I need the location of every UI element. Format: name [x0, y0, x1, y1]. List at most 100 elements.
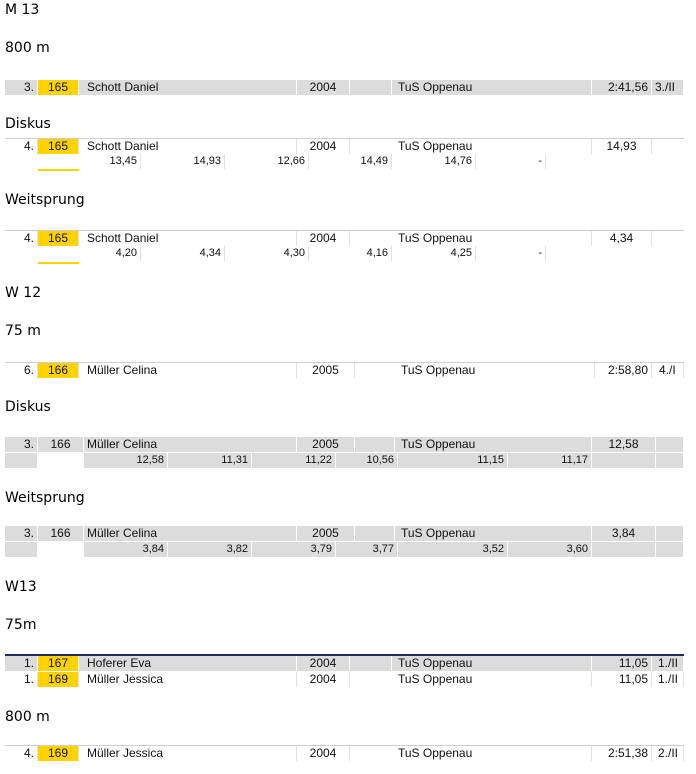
bib-number: 165	[38, 139, 79, 154]
event-heading-800m-w13: 800 m	[5, 709, 50, 725]
place: 6.	[5, 363, 38, 378]
club: TuS Oppenau	[395, 437, 592, 452]
attempt-1: 3,84	[84, 542, 168, 557]
attempt-2: 3,82	[168, 542, 252, 557]
empty-cell	[656, 526, 684, 541]
birth-year: 2004	[297, 672, 350, 687]
place: 3.	[5, 80, 38, 95]
empty-cell	[656, 453, 684, 468]
result: 11,05	[592, 672, 652, 687]
result: 14,93	[592, 139, 652, 154]
event-heading-800m: 800 m	[5, 40, 50, 56]
athlete-name: Müller Celina	[84, 363, 297, 378]
bib-number: 166	[38, 437, 84, 452]
athlete-name: Schott Daniel	[84, 231, 297, 246]
result-row: 1. 167 Hoferer Eva 2004 TuS Oppenau 11,0…	[5, 654, 684, 671]
attempt-5: 4,25	[392, 246, 476, 261]
result: 11,05	[592, 656, 652, 671]
club: TuS Oppenau	[392, 231, 592, 246]
bib-number: 169	[38, 672, 79, 687]
result-row: 6. 166 Müller Celina 2005 TuS Oppenau 2:…	[5, 362, 684, 378]
empty-cell	[656, 437, 684, 452]
club: TuS Oppenau	[395, 526, 592, 541]
empty-cell	[592, 453, 656, 468]
heat-rank: 4./I	[656, 363, 684, 378]
empty-cell	[38, 542, 84, 557]
attempt-6: -	[476, 154, 546, 169]
attempt-2: 14,93	[141, 154, 225, 169]
heat-rank: 1./II	[652, 656, 684, 671]
club: TuS Oppenau	[395, 363, 595, 378]
birth-year: 2004	[297, 80, 350, 95]
result: 2:58,80	[592, 363, 652, 378]
attempt-3: 3,79	[252, 542, 336, 557]
attempt-5: 11,15	[398, 453, 508, 468]
result-row: 4. 165 Schott Daniel 2004 TuS Oppenau 14…	[5, 138, 684, 154]
attempts-row: 3,84 3,82 3,79 3,77 3,52 3,60	[5, 542, 684, 557]
place: 4.	[5, 231, 38, 246]
empty-cell	[350, 80, 392, 95]
bib-number: 166	[38, 526, 84, 541]
empty-cell	[355, 437, 395, 452]
attempt-5: 3,52	[398, 542, 508, 557]
birth-year: 2004	[297, 231, 350, 246]
attempt-1: 4,20	[84, 246, 141, 261]
attempt-3: 11,22	[252, 453, 336, 468]
attempts-row: 4,20 4,34 4,30 4,16 4,25 -	[5, 246, 684, 261]
heat-rank: 1./II	[652, 672, 684, 687]
place: 4.	[5, 139, 38, 154]
result: 12,58	[592, 437, 656, 452]
empty-cell	[5, 453, 38, 468]
attempt-4: 14,49	[309, 154, 392, 169]
result-row: 3. 166 Müller Celina 2005 TuS Oppenau 12…	[5, 437, 684, 452]
place: 1.	[5, 672, 38, 687]
result-row: 4. 165 Schott Daniel 2004 TuS Oppenau 4,…	[5, 230, 684, 246]
heat-rank: 2./II	[652, 746, 684, 761]
club: TuS Oppenau	[392, 80, 592, 95]
group-heading-w12: W 12	[5, 285, 42, 301]
result: 2:51,38	[592, 746, 652, 761]
place: 3.	[5, 526, 38, 541]
empty-cell	[5, 542, 38, 557]
result: 4,34	[592, 231, 652, 246]
attempt-3: 4,30	[225, 246, 309, 261]
attempts-row: 13,45 14,93 12,66 14,49 14,76 -	[5, 154, 684, 169]
attempt-4: 3,77	[336, 542, 398, 557]
club: TuS Oppenau	[392, 139, 592, 154]
birth-year: 2005	[297, 437, 355, 452]
birth-year: 2005	[297, 526, 355, 541]
event-heading-diskus: Diskus	[5, 116, 51, 132]
birth-year: 2004	[297, 746, 350, 761]
group-heading-m13: M 13	[5, 2, 40, 18]
attempt-6: 11,17	[508, 453, 592, 468]
birth-year: 2004	[297, 656, 350, 671]
event-heading-75m: 75 m	[5, 323, 41, 339]
club: TuS Oppenau	[392, 746, 592, 761]
place: 1.	[5, 656, 38, 671]
place: 4.	[5, 746, 38, 761]
athlete-name: Schott Daniel	[84, 139, 297, 154]
athlete-name: Schott Daniel	[84, 80, 297, 95]
attempt-6: 3,60	[508, 542, 592, 557]
group-heading-w13: W13	[5, 579, 37, 595]
empty-cell	[592, 542, 656, 557]
event-heading-75m-w13: 75m	[5, 617, 37, 633]
bib-number: 166	[38, 363, 79, 378]
bib-number: 165	[38, 80, 79, 95]
attempts-row: 12,58 11,31 11,22 10,56 11,15 11,17	[5, 453, 684, 468]
club: TuS Oppenau	[392, 672, 592, 687]
athlete-name: Hoferer Eva	[84, 656, 297, 671]
empty-cell	[350, 656, 392, 671]
event-heading-diskus-w12: Diskus	[5, 399, 51, 415]
bib-number: 165	[38, 231, 79, 246]
attempt-6: -	[476, 246, 546, 261]
event-heading-weitsprung-w12: Weitsprung	[5, 490, 85, 506]
attempt-2: 4,34	[141, 246, 225, 261]
attempt-3: 12,66	[225, 154, 309, 169]
attempt-1: 12,58	[84, 453, 168, 468]
bib-number: 169	[38, 746, 79, 761]
bib-number: 167	[38, 656, 79, 671]
attempt-1: 13,45	[84, 154, 141, 169]
event-heading-weitsprung: Weitsprung	[5, 192, 85, 208]
result-row: 3. 166 Müller Celina 2005 TuS Oppenau 3,…	[5, 526, 684, 541]
